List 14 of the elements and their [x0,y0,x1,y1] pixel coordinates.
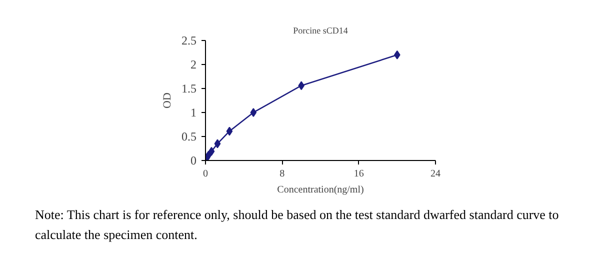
y-tick-label: 2 [190,58,196,72]
y-tick-label: 1 [190,106,196,120]
y-tick-label: 0 [190,154,196,168]
text: Note: This chart is for reference only, should be based on the test standard dwarfed standard curve to calculate the specimen content. [35,206,560,244]
x-tick-label: 0 [203,168,208,180]
y-tick-label: 2.5 [182,34,196,48]
y-tick-label: 0.5 [182,130,196,144]
chart-title: Porcine sCD14 [293,26,348,36]
x-tick-label: 8 [280,168,285,180]
x-tick-label: 24 [430,168,440,180]
y-tick-label: 1.5 [182,82,196,96]
x-axis-title: Concentration(ng/ml) [277,184,364,196]
y-axis-title: OD [162,92,174,108]
x-tick-label: 16 [354,168,364,180]
